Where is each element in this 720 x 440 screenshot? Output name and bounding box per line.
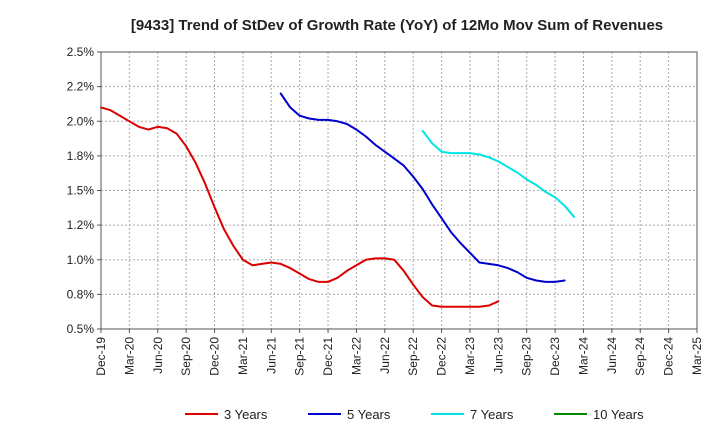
y-axis-ticks: 0.5% 0.8% 1.0% 1.2% 1.5% 1.8% 2.0% 2.2% 2.5% (67, 45, 101, 336)
x-tick-label: Sep-24 (633, 337, 647, 376)
x-tick-label: Mar-23 (463, 337, 477, 375)
x-tick-label: Dec-22 (435, 337, 449, 376)
x-tick-label: Jun-24 (605, 337, 619, 374)
x-tick-label: Mar-25 (690, 337, 704, 375)
x-tick-label: Dec-19 (94, 337, 108, 376)
x-tick-label: Dec-20 (208, 337, 222, 376)
chart-title: [9433] Trend of StDev of Growth Rate (Yo… (131, 17, 663, 34)
x-tick-label: Mar-24 (576, 337, 590, 375)
y-tick-label: 2.5% (67, 45, 95, 59)
legend-label: 5 Years (347, 407, 391, 422)
x-tick-label: Jun-23 (491, 337, 505, 374)
legend: 3 Years 5 Years 7 Years 10 Years (185, 407, 644, 422)
x-tick-label: Sep-23 (520, 337, 534, 376)
y-tick-label: 1.8% (67, 149, 95, 163)
y-tick-label: 2.2% (67, 80, 95, 94)
x-tick-label: Dec-21 (321, 337, 335, 376)
x-tick-label: Dec-23 (548, 337, 562, 376)
series-line-3-years (100, 106, 500, 308)
legend-label: 10 Years (593, 407, 644, 422)
x-tick-label: Dec-24 (662, 337, 676, 376)
y-tick-label: 2.0% (67, 114, 95, 128)
y-tick-label: 1.5% (67, 184, 95, 198)
series-line-5-years (279, 92, 566, 283)
y-tick-label: 0.8% (67, 287, 95, 301)
x-tick-label: Sep-22 (406, 337, 420, 376)
x-tick-label: Jun-22 (378, 337, 392, 374)
x-tick-label: Mar-20 (122, 337, 136, 375)
series-line-7-years (421, 129, 575, 218)
x-tick-label: Sep-21 (293, 337, 307, 376)
legend-label: 3 Years (224, 407, 268, 422)
x-tick-label: Sep-20 (179, 337, 193, 376)
x-tick-label: Jun-21 (264, 337, 278, 374)
x-tick-label: Mar-22 (349, 337, 363, 375)
x-tick-label: Jun-20 (151, 337, 165, 374)
y-tick-label: 0.5% (67, 322, 95, 336)
legend-label: 7 Years (470, 407, 514, 422)
x-axis-ticks: Dec-19 Mar-20 Jun-20 Sep-20 Dec-20 Mar-21 Jun-… (94, 329, 704, 376)
series-lines (100, 92, 575, 308)
y-tick-label: 1.0% (67, 253, 95, 267)
x-tick-label: Mar-21 (236, 337, 250, 375)
y-tick-label: 1.2% (67, 218, 95, 232)
